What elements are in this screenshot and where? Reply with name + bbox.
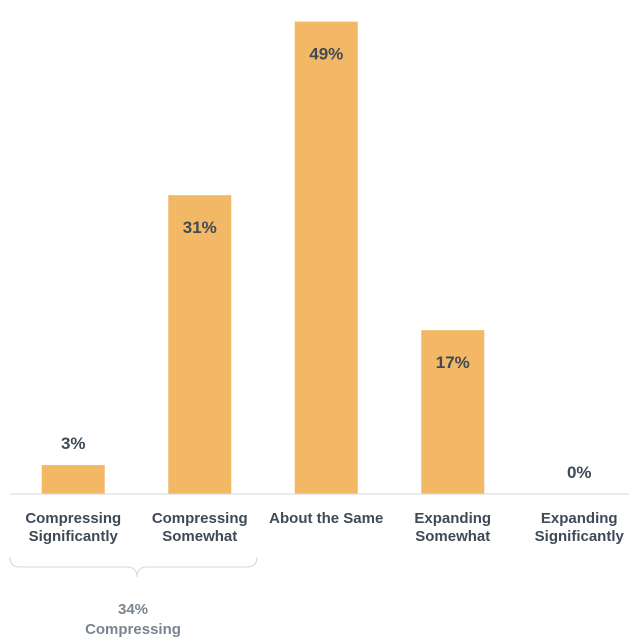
category-label-4-line-0: Expanding <box>541 510 618 527</box>
value-label-0: 3% <box>61 434 86 453</box>
category-label-0-line-1: Significantly <box>29 528 119 545</box>
bars-group <box>41 21 485 494</box>
category-label-2-line-0: About the Same <box>269 510 383 527</box>
category-label-1-line-0: Compressing <box>152 510 248 527</box>
brace-value-label: 34% <box>118 601 148 618</box>
value-labels-group: 3% 31% 49% 17% 0% <box>61 45 592 482</box>
bar-2 <box>294 21 358 494</box>
bar-3 <box>421 330 485 494</box>
category-label-3-line-0: Expanding <box>414 510 491 527</box>
category-label-4-line-1: Significantly <box>535 528 625 545</box>
value-label-2: 49% <box>309 45 343 64</box>
category-label-1-line-1: Somewhat <box>162 528 237 545</box>
bar-1 <box>168 195 232 494</box>
category-label-0-line-0: Compressing <box>25 510 121 527</box>
value-label-3: 17% <box>436 353 470 372</box>
value-label-1: 31% <box>183 218 217 237</box>
category-label-3-line-1: Somewhat <box>415 528 490 545</box>
category-labels-group: CompressingSignificantlyCompressingSomew… <box>25 510 624 545</box>
compressing-brace <box>9 556 258 578</box>
brace-category-label: Compressing <box>85 621 181 638</box>
value-label-4: 0% <box>567 463 592 482</box>
bar-0 <box>41 465 105 494</box>
